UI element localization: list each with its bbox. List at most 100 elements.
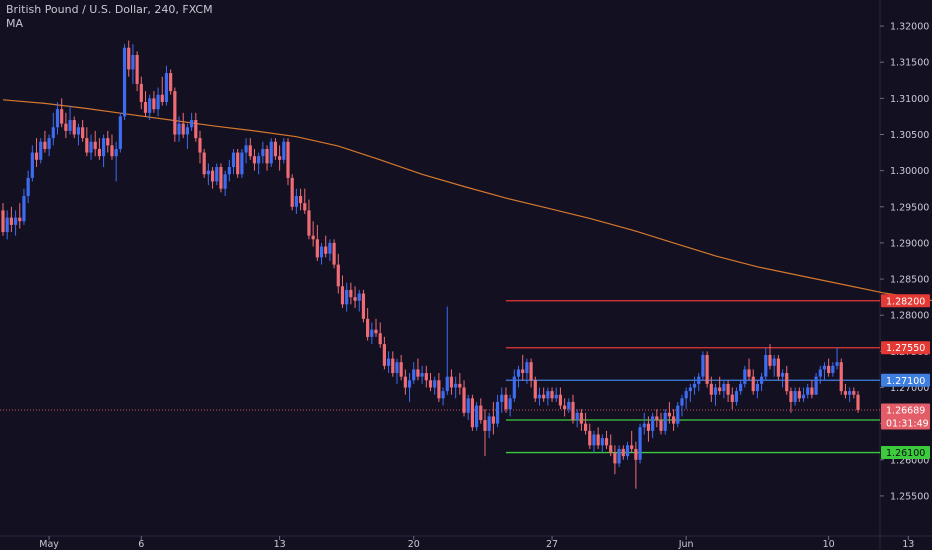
candle-down[interactable] xyxy=(361,293,366,319)
candle-down[interactable] xyxy=(718,387,722,392)
candle-up[interactable] xyxy=(5,217,9,233)
candle-down[interactable] xyxy=(705,354,709,384)
candle-down[interactable] xyxy=(667,412,671,417)
candle-up[interactable] xyxy=(516,369,521,377)
candle-down[interactable] xyxy=(169,73,173,92)
candle-up[interactable] xyxy=(680,398,684,406)
candle-down[interactable] xyxy=(336,264,340,287)
candle-down[interactable] xyxy=(173,91,177,135)
candle-down[interactable] xyxy=(110,145,114,157)
candle-down[interactable] xyxy=(462,387,466,413)
candle-down[interactable] xyxy=(324,246,328,254)
candle-up[interactable] xyxy=(692,383,697,388)
candle-up[interactable] xyxy=(294,195,298,207)
candle-down[interactable] xyxy=(504,394,508,410)
candle-up[interactable] xyxy=(525,362,529,374)
candle-down[interactable] xyxy=(588,430,592,446)
candle-down[interactable] xyxy=(483,420,487,431)
candle-up[interactable] xyxy=(22,195,26,222)
candle-down[interactable] xyxy=(286,141,290,178)
candle-down[interactable] xyxy=(646,423,651,431)
candle-up[interactable] xyxy=(684,391,688,399)
candle-up[interactable] xyxy=(567,401,571,410)
candle-down[interactable] xyxy=(290,177,294,207)
candle-down[interactable] xyxy=(366,318,370,337)
candle-down[interactable] xyxy=(797,391,801,399)
candle-up[interactable] xyxy=(638,427,642,460)
candle-down[interactable] xyxy=(470,398,475,428)
candle-down[interactable] xyxy=(491,416,495,424)
candle-down[interactable] xyxy=(353,297,357,301)
candle-up[interactable] xyxy=(223,174,227,189)
candle-up[interactable] xyxy=(760,376,764,384)
candle-up[interactable] xyxy=(487,416,491,431)
candle-up[interactable] xyxy=(500,394,504,402)
candle-up[interactable] xyxy=(26,177,30,196)
candle-up[interactable] xyxy=(412,369,416,381)
candle-up[interactable] xyxy=(122,47,127,117)
candle-up[interactable] xyxy=(370,329,374,337)
candle-up[interactable] xyxy=(818,369,822,377)
candle-up[interactable] xyxy=(328,242,332,254)
candle-down[interactable] xyxy=(332,242,336,265)
candle-down[interactable] xyxy=(533,380,537,399)
candle-up[interactable] xyxy=(651,416,655,431)
candle-up[interactable] xyxy=(713,387,718,395)
candle-down[interactable] xyxy=(852,391,856,395)
candle-up[interactable] xyxy=(697,376,701,384)
candle-up[interactable] xyxy=(47,138,51,149)
candle-up[interactable] xyxy=(386,358,391,366)
candle-up[interactable] xyxy=(475,405,479,428)
candle-down[interactable] xyxy=(604,438,609,446)
candle-down[interactable] xyxy=(135,54,139,84)
candle-up[interactable] xyxy=(13,217,18,225)
candle-up[interactable] xyxy=(445,376,449,392)
candle-down[interactable] xyxy=(827,365,831,374)
candle-down[interactable] xyxy=(181,123,185,135)
candle-down[interactable] xyxy=(143,101,148,113)
candle-down[interactable] xyxy=(278,156,282,160)
candle-up[interactable] xyxy=(148,98,152,113)
candle-down[interactable] xyxy=(550,391,554,399)
candle-down[interactable] xyxy=(521,369,525,374)
candle-up[interactable] xyxy=(806,387,810,395)
candle-down[interactable] xyxy=(839,362,843,392)
candle-down[interactable] xyxy=(596,434,600,446)
candle-up[interactable] xyxy=(357,293,361,301)
candle-up[interactable] xyxy=(231,152,236,168)
candle-up[interactable] xyxy=(554,394,558,399)
candle-up[interactable] xyxy=(420,373,424,377)
candle-down[interactable] xyxy=(630,445,634,449)
candle-down[interactable] xyxy=(18,217,22,222)
candle-down[interactable] xyxy=(307,210,311,236)
candle-down[interactable] xyxy=(671,416,676,424)
candle-up[interactable] xyxy=(257,156,261,164)
candle-down[interactable] xyxy=(315,239,319,258)
candle-down[interactable] xyxy=(479,405,483,421)
candle-down[interactable] xyxy=(273,141,278,157)
candle-up[interactable] xyxy=(215,167,219,182)
candle-down[interactable] xyxy=(810,387,814,395)
candle-up[interactable] xyxy=(676,405,680,424)
candle-up[interactable] xyxy=(68,120,72,131)
indicator-label[interactable]: MA xyxy=(6,17,23,30)
candle-up[interactable] xyxy=(282,141,286,160)
candle-up[interactable] xyxy=(764,354,768,377)
candle-down[interactable] xyxy=(571,401,575,421)
candle-down[interactable] xyxy=(659,420,663,431)
candle-down[interactable] xyxy=(72,120,76,135)
candle-up[interactable] xyxy=(190,120,194,128)
candle-up[interactable] xyxy=(395,362,399,374)
candle-up[interactable] xyxy=(575,412,579,421)
candle-up[interactable] xyxy=(600,438,604,446)
candle-down[interactable] xyxy=(542,394,546,399)
candle-down[interactable] xyxy=(1,210,5,233)
candle-down[interactable] xyxy=(726,383,730,395)
candle-up[interactable] xyxy=(114,148,118,157)
candle-up[interactable] xyxy=(508,398,512,410)
candle-down[interactable] xyxy=(127,47,131,70)
candle-up[interactable] xyxy=(345,289,349,305)
candle-up[interactable] xyxy=(722,383,726,392)
symbol-title[interactable]: British Pound / U.S. Dollar, 240, FXCM xyxy=(6,3,213,16)
